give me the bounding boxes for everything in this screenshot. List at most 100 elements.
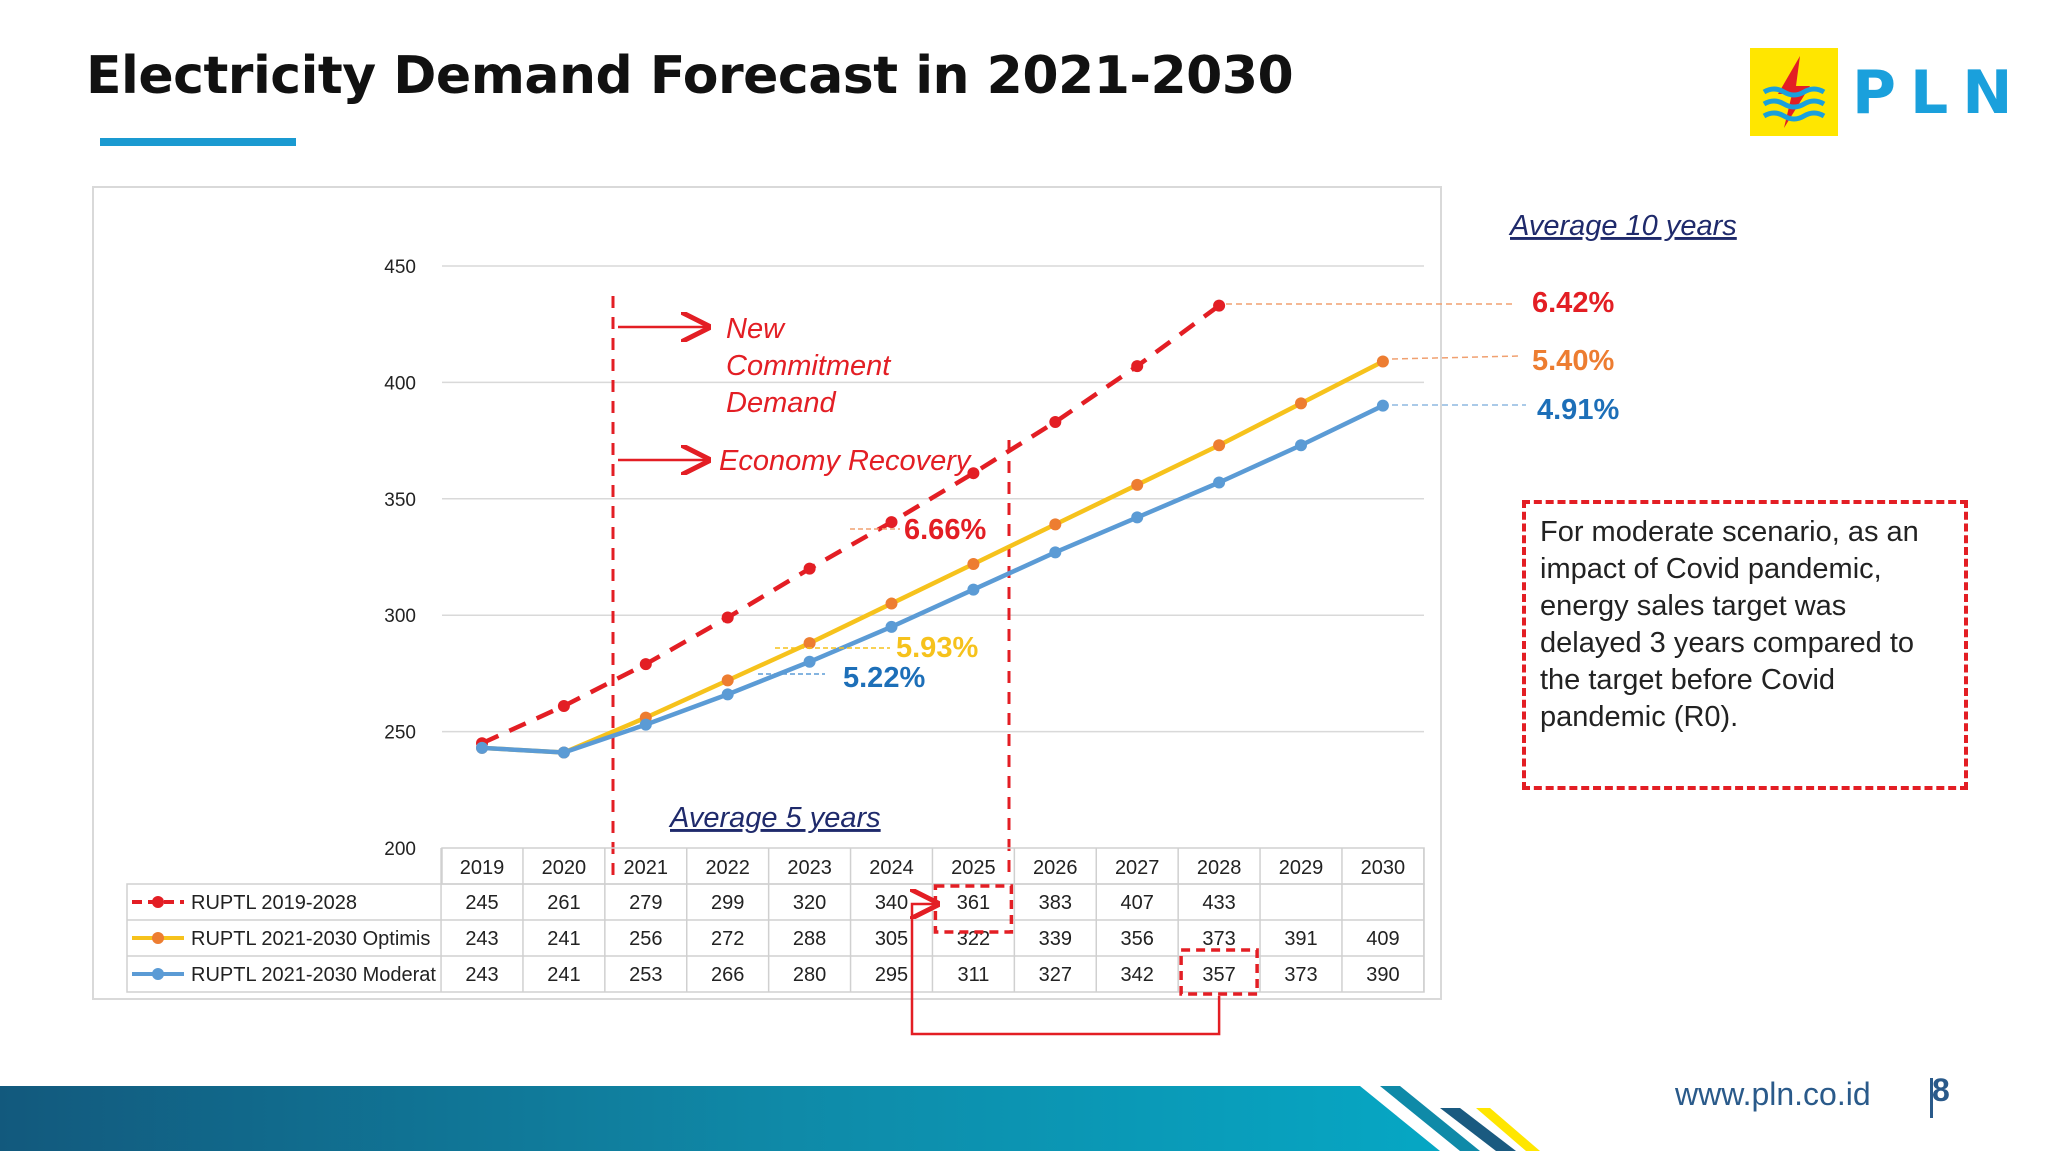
data-point-ruptl-moderat [639, 718, 652, 731]
y-tick-label: 350 [384, 490, 416, 511]
data-point-ruptl-moderat [557, 746, 570, 759]
average-10-years-label: Average 10 years [1508, 210, 1737, 242]
data-point-ruptl-optimis [1376, 355, 1389, 368]
series-line-ruptl-moderat [481, 403, 1384, 755]
x-tick-label: 2025 [951, 857, 996, 879]
avg10-orange-label: 5.40% [1532, 345, 1614, 377]
data-point-ruptl-moderat [1376, 399, 1389, 412]
y-tick-label: 400 [384, 373, 416, 394]
data-point-ruptl-2019-2028 [1213, 299, 1226, 312]
data-table: 2019 2020 2021 2022 2023 2024 2025 2026 2027 2028… [126, 847, 1425, 1036]
series-layer [476, 299, 1389, 759]
annotation-layer: New Commitment Demand Economy Recovery Avera… [618, 210, 1737, 834]
table-cell: 340 [875, 892, 908, 914]
legend-label-ruptl-2019-2028: RUPTL 2019-2028 [191, 892, 357, 914]
leader-avg10-orange [1391, 355, 1521, 360]
x-tick-label: 2019 [460, 857, 505, 879]
x-tick-label: 2026 [1033, 857, 1078, 879]
table-cell: 339 [1039, 928, 1072, 950]
table-cell: 311 [957, 964, 989, 986]
x-tick-label: 2028 [1197, 857, 1242, 879]
x-tick-label: 2022 [705, 857, 750, 879]
table-cell: 373 [1284, 964, 1317, 986]
new-commitment-label: Demand [726, 387, 836, 419]
grid-layer: 200 250 300 350 400 450 [384, 257, 1424, 860]
data-point-ruptl-2019-2028 [721, 611, 734, 624]
data-point-ruptl-2019-2028 [1131, 360, 1144, 373]
legend-marker-ruptl-optimis [152, 932, 164, 944]
series-line-ruptl-2019-2028 [481, 303, 1221, 746]
table-cell: 373 [1202, 928, 1235, 950]
table-cell: 241 [547, 928, 580, 950]
new-commitment-label: New [726, 313, 786, 345]
data-point-ruptl-optimis [1049, 518, 1062, 531]
table-cell: 241 [547, 964, 580, 986]
data-point-ruptl-moderat [721, 688, 734, 701]
table-cell: 361 [957, 892, 990, 914]
connector-arrow [912, 904, 1221, 1036]
table-cell: 383 [1039, 892, 1072, 914]
table-cell: 272 [711, 928, 744, 950]
data-point-ruptl-moderat [885, 620, 898, 633]
table-cell: 243 [465, 964, 498, 986]
data-point-ruptl-moderat [1295, 439, 1307, 452]
data-point-ruptl-optimis [721, 674, 734, 687]
data-point-ruptl-moderat [1049, 546, 1062, 559]
economy-recovery-label: Economy Recovery [719, 445, 972, 477]
footer-bar [0, 1086, 1440, 1151]
data-point-ruptl-2019-2028 [557, 699, 570, 712]
table-cell: 342 [1121, 964, 1154, 986]
table-cell: 280 [793, 964, 826, 986]
highlight-box-2028 [1179, 948, 1259, 996]
legend-label-ruptl-moderat: RUPTL 2021-2030 Moderat [191, 964, 436, 986]
data-point-ruptl-moderat [967, 583, 980, 596]
avg10-blue-label: 4.91% [1537, 394, 1619, 426]
website-url[interactable]: www.pln.co.id [1675, 1076, 1871, 1112]
data-point-ruptl-2019-2028 [885, 516, 898, 529]
series-line-ruptl-optimis [481, 359, 1384, 755]
x-tick-label: 2020 [542, 857, 587, 879]
guide-layer [611, 296, 1011, 878]
data-point-ruptl-optimis [885, 597, 898, 610]
avg5-yellow-label: 5.93% [896, 632, 978, 664]
logo-text: PLN [1852, 58, 2027, 128]
table-cell: 391 [1284, 928, 1317, 950]
title-underline [100, 138, 296, 146]
x-tick-label: 2030 [1361, 857, 1406, 879]
chart-frame [92, 186, 1442, 1000]
data-point-ruptl-optimis [1213, 439, 1226, 452]
data-point-ruptl-moderat [476, 741, 488, 754]
data-point-ruptl-moderat [1213, 476, 1226, 489]
avg5-blue-label: 5.22% [843, 662, 925, 694]
table-cell: 407 [1121, 892, 1154, 914]
page-title: Electricity Demand Forecast in 2021-2030 [86, 46, 1294, 106]
highlight-box-2025 [933, 884, 1014, 934]
table-cell: 433 [1202, 892, 1235, 914]
data-point-ruptl-optimis [1295, 397, 1307, 410]
data-point-ruptl-optimis [803, 637, 816, 650]
legend-marker-ruptl-moderat [152, 968, 164, 980]
x-tick-label: 2023 [787, 857, 832, 879]
table-cell: 253 [629, 964, 662, 986]
y-tick-label: 250 [384, 723, 416, 744]
table-cell: 295 [875, 964, 908, 986]
table-cell: 245 [465, 892, 498, 914]
table-cell: 299 [711, 892, 744, 914]
x-tick-label: 2027 [1115, 857, 1160, 879]
table-cell: 261 [547, 892, 580, 914]
average-5-years-label: Average 5 years [668, 802, 881, 834]
table-cell: 356 [1121, 928, 1154, 950]
y-tick-label: 300 [384, 606, 416, 627]
lightning-wave-icon [1750, 48, 1838, 136]
table-cell: 305 [875, 928, 908, 950]
data-point-ruptl-optimis [967, 557, 980, 570]
table-cell: 327 [1039, 964, 1072, 986]
data-point-ruptl-2019-2028 [967, 467, 980, 480]
moderate-scenario-note: For moderate scenario, as an impact of C… [1522, 500, 1968, 790]
x-tick-label: 2024 [869, 857, 914, 879]
avg5-red-label: 6.66% [904, 514, 986, 546]
table-cell: 409 [1366, 928, 1399, 950]
table-cell: 357 [1202, 964, 1235, 986]
data-point-ruptl-moderat [803, 655, 816, 668]
